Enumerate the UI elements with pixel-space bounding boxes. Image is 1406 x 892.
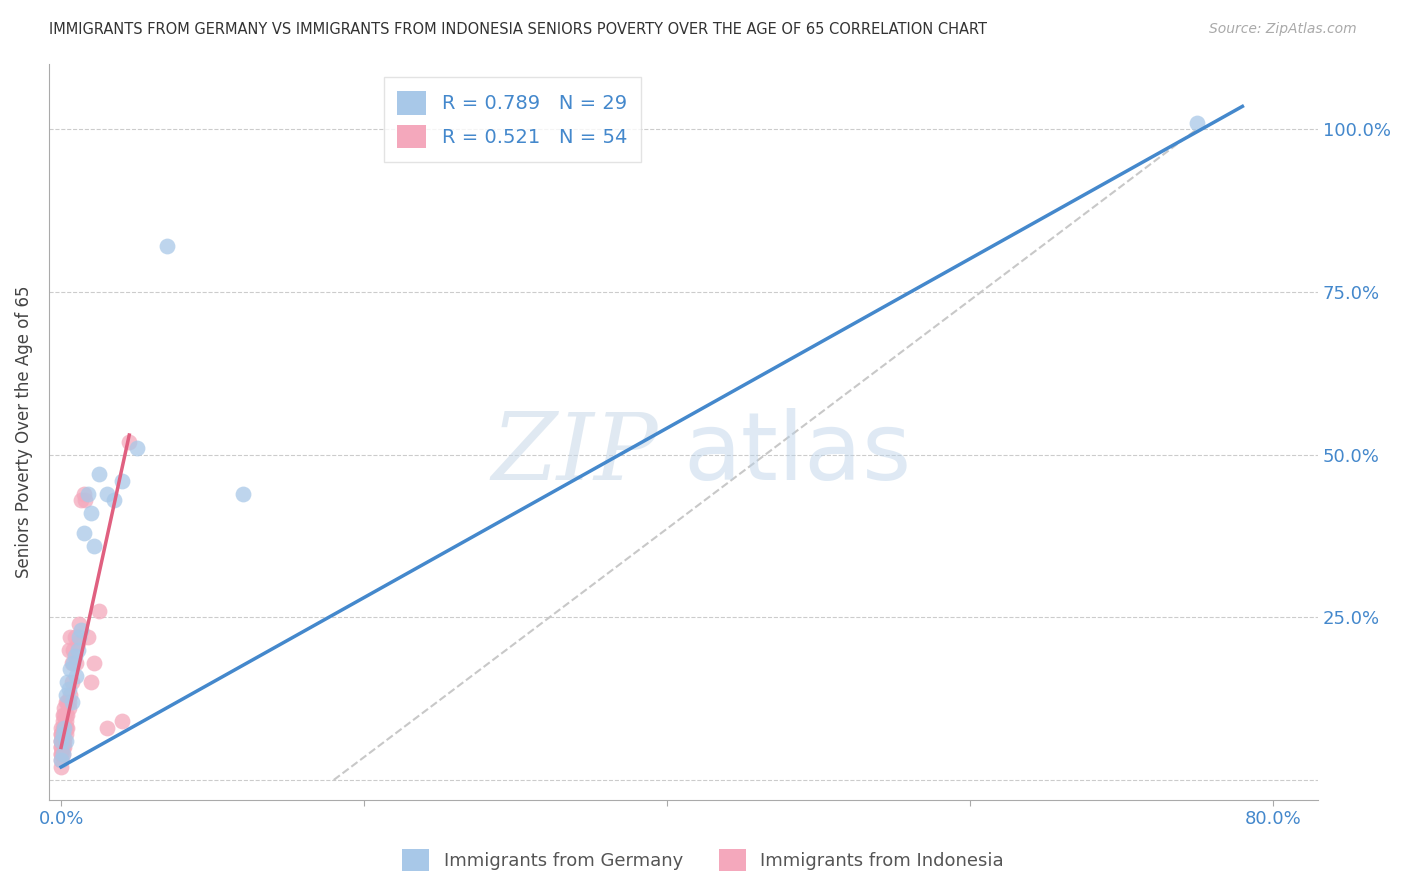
- Point: [75, 493, 97, 508]
- Point: [96, 721, 118, 735]
- Point: [1185, 115, 1208, 129]
- Point: [52, 734, 75, 748]
- Point: [60, 695, 83, 709]
- Point: [49, 747, 72, 761]
- Point: [59, 662, 82, 676]
- Point: [66, 636, 89, 650]
- Text: IMMIGRANTS FROM GERMANY VS IMMIGRANTS FROM INDONESIA SENIORS POVERTY OVER THE AG: IMMIGRANTS FROM GERMANY VS IMMIGRANTS FR…: [49, 22, 987, 37]
- Point: [52, 747, 75, 761]
- Point: [87, 467, 110, 481]
- Point: [49, 747, 72, 761]
- Point: [49, 727, 72, 741]
- Point: [55, 689, 77, 703]
- Point: [53, 701, 76, 715]
- Point: [59, 630, 82, 644]
- Point: [49, 734, 72, 748]
- Point: [232, 486, 254, 500]
- Point: [55, 707, 77, 722]
- Point: [55, 727, 77, 741]
- Point: [55, 714, 77, 729]
- Point: [63, 630, 86, 644]
- Point: [52, 727, 75, 741]
- Point: [60, 656, 83, 670]
- Point: [52, 707, 75, 722]
- Text: Source: ZipAtlas.com: Source: ZipAtlas.com: [1209, 22, 1357, 37]
- Point: [55, 695, 77, 709]
- Point: [87, 604, 110, 618]
- Point: [53, 721, 76, 735]
- Point: [60, 675, 83, 690]
- Point: [49, 734, 72, 748]
- Point: [56, 721, 79, 735]
- Point: [58, 643, 80, 657]
- Point: [53, 721, 76, 735]
- Point: [52, 727, 75, 741]
- Point: [52, 721, 75, 735]
- Point: [73, 525, 96, 540]
- Point: [49, 734, 72, 748]
- Point: [63, 649, 86, 664]
- Point: [49, 754, 72, 768]
- Point: [77, 630, 100, 644]
- Point: [77, 486, 100, 500]
- Point: [49, 740, 72, 755]
- Point: [83, 656, 105, 670]
- Point: [53, 734, 76, 748]
- Point: [58, 695, 80, 709]
- Legend: Immigrants from Germany, Immigrants from Indonesia: Immigrants from Germany, Immigrants from…: [395, 842, 1011, 879]
- Point: [65, 669, 87, 683]
- Point: [49, 727, 72, 741]
- Point: [58, 681, 80, 696]
- Point: [62, 656, 84, 670]
- Point: [56, 695, 79, 709]
- Point: [69, 493, 91, 508]
- Point: [49, 740, 72, 755]
- Point: [49, 760, 72, 774]
- Point: [103, 493, 125, 508]
- Point: [67, 616, 90, 631]
- Point: [80, 506, 103, 520]
- Point: [52, 747, 75, 761]
- Point: [53, 727, 76, 741]
- Point: [67, 630, 90, 644]
- Point: [59, 689, 82, 703]
- Point: [56, 707, 79, 722]
- Point: [53, 740, 76, 755]
- Point: [55, 734, 77, 748]
- Point: [53, 707, 76, 722]
- Point: [69, 624, 91, 638]
- Point: [62, 643, 84, 657]
- Point: [96, 486, 118, 500]
- Legend: R = 0.789   N = 29, R = 0.521   N = 54: R = 0.789 N = 29, R = 0.521 N = 54: [384, 78, 641, 161]
- Point: [52, 714, 75, 729]
- Point: [58, 701, 80, 715]
- Text: atlas: atlas: [683, 408, 912, 500]
- Text: ZIP: ZIP: [492, 409, 658, 499]
- Point: [52, 740, 75, 755]
- Point: [65, 656, 87, 670]
- Point: [80, 675, 103, 690]
- Point: [55, 721, 77, 735]
- Point: [66, 643, 89, 657]
- Point: [118, 434, 141, 449]
- Point: [49, 721, 72, 735]
- Point: [111, 714, 134, 729]
- Point: [83, 539, 105, 553]
- Point: [156, 239, 179, 253]
- Y-axis label: Seniors Poverty Over the Age of 65: Seniors Poverty Over the Age of 65: [15, 285, 32, 578]
- Point: [73, 486, 96, 500]
- Point: [49, 754, 72, 768]
- Point: [56, 675, 79, 690]
- Point: [111, 474, 134, 488]
- Point: [125, 441, 148, 455]
